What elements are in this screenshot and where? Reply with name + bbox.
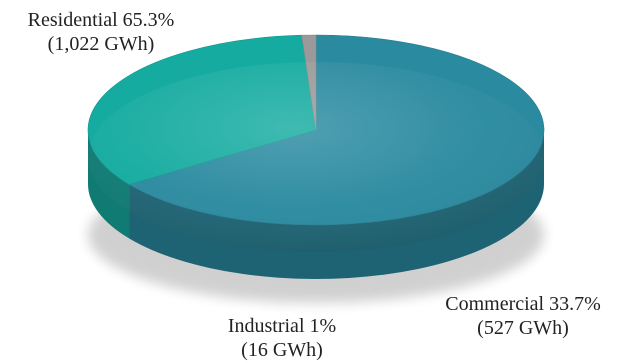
label-commercial-line2: (527 GWh) — [477, 317, 569, 339]
pie-tops — [87, 34, 545, 226]
label-residential-line2: (1,022 GWh) — [47, 33, 155, 55]
label-industrial-line1: Industrial 1% — [227, 315, 337, 337]
label-commercial-line1: Commercial 33.7% — [445, 293, 601, 315]
label-industrial-line2: (16 GWh) — [241, 339, 323, 361]
label-commercial: Commercial 33.7% (527 GWh) — [418, 292, 628, 340]
label-industrial: Industrial 1% (16 GWh) — [202, 314, 362, 362]
label-residential: Residential 65.3% (1,022 GWh) — [6, 8, 196, 56]
label-residential-line1: Residential 65.3% — [27, 9, 175, 31]
